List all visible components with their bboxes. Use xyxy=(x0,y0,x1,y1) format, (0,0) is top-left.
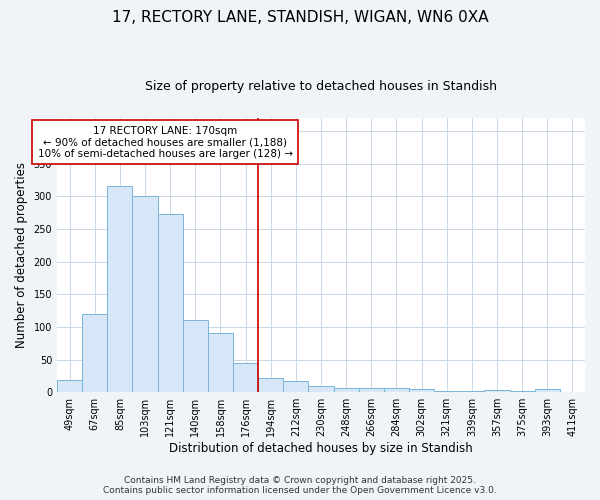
Bar xyxy=(133,196,158,392)
Bar xyxy=(484,390,509,392)
Y-axis label: Number of detached properties: Number of detached properties xyxy=(15,162,28,348)
Bar xyxy=(107,186,133,392)
Title: Size of property relative to detached houses in Standish: Size of property relative to detached ho… xyxy=(145,80,497,93)
Bar xyxy=(535,389,560,392)
Bar xyxy=(283,381,308,392)
Bar xyxy=(57,380,82,392)
Bar xyxy=(82,314,107,392)
Bar xyxy=(334,388,359,392)
Bar xyxy=(459,391,484,392)
Bar xyxy=(509,391,535,392)
Bar xyxy=(308,386,334,392)
X-axis label: Distribution of detached houses by size in Standish: Distribution of detached houses by size … xyxy=(169,442,473,455)
Bar xyxy=(183,320,208,392)
Bar xyxy=(409,389,434,392)
Bar xyxy=(384,388,409,392)
Text: Contains HM Land Registry data © Crown copyright and database right 2025.
Contai: Contains HM Land Registry data © Crown c… xyxy=(103,476,497,495)
Text: 17 RECTORY LANE: 170sqm
← 90% of detached houses are smaller (1,188)
10% of semi: 17 RECTORY LANE: 170sqm ← 90% of detache… xyxy=(38,126,293,159)
Bar xyxy=(208,334,233,392)
Bar xyxy=(359,388,384,392)
Bar xyxy=(258,378,283,392)
Text: 17, RECTORY LANE, STANDISH, WIGAN, WN6 0XA: 17, RECTORY LANE, STANDISH, WIGAN, WN6 0… xyxy=(112,10,488,25)
Bar xyxy=(233,363,258,392)
Bar xyxy=(158,214,183,392)
Bar xyxy=(434,391,459,392)
